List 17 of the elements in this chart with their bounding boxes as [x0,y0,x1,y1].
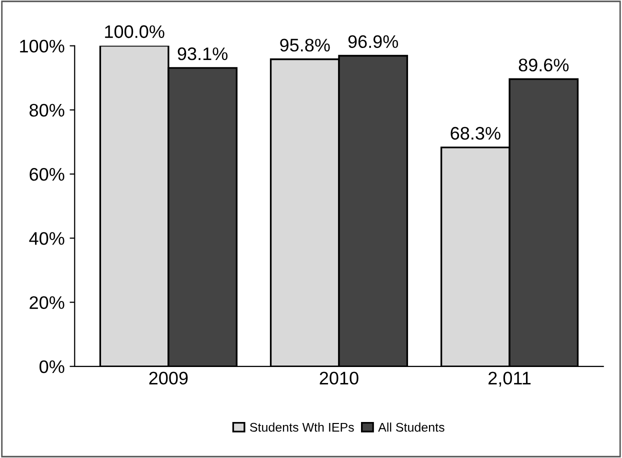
data-label: 96.9% [348,35,398,48]
legend-label: Students Wth IEPs [250,422,354,432]
x-tick-label: 2009 [149,372,188,385]
data-label: 68.3% [450,126,500,140]
data-label: 95.8% [280,38,330,52]
y-tick-label: 20% [30,296,64,309]
data-label: 100.0% [105,25,164,38]
y-tick-label: 80% [30,104,64,117]
y-tick-label: 40% [29,232,64,245]
data-label: 93.1% [178,47,228,60]
legend-label: All Students [378,422,444,432]
data-label: 89.6% [518,58,569,72]
y-tick-label: 100% [20,40,64,53]
y-tick-label: 60% [30,168,64,181]
x-tick-label: 2,011 [488,372,531,387]
y-tick-label: 0% [40,360,64,374]
x-tick-label: 2010 [320,372,358,385]
